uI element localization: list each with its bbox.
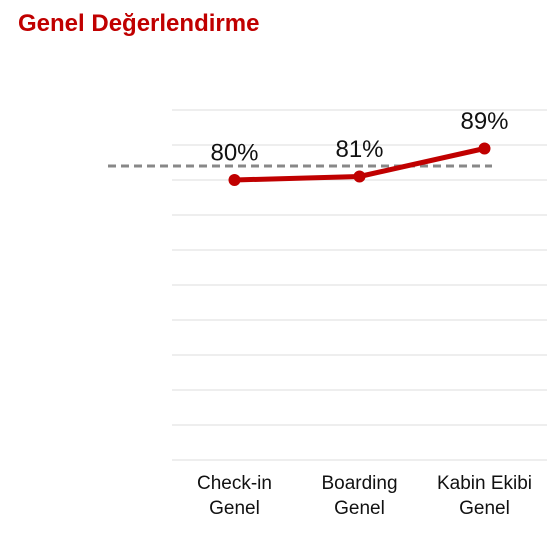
point — [353, 170, 366, 183]
x-tick-label: Check-in Genel — [197, 473, 272, 519]
data-label: 89% — [460, 108, 508, 135]
x-tick-label: Boarding Genel — [321, 473, 398, 519]
point — [228, 174, 241, 186]
x-tick-label: Kabin Ekibi Genel — [436, 473, 533, 519]
point — [478, 142, 491, 155]
chart-title: Genel Değerlendirme — [18, 10, 260, 37]
data-label: 80% — [210, 139, 258, 166]
data-label: 81% — [335, 136, 383, 163]
